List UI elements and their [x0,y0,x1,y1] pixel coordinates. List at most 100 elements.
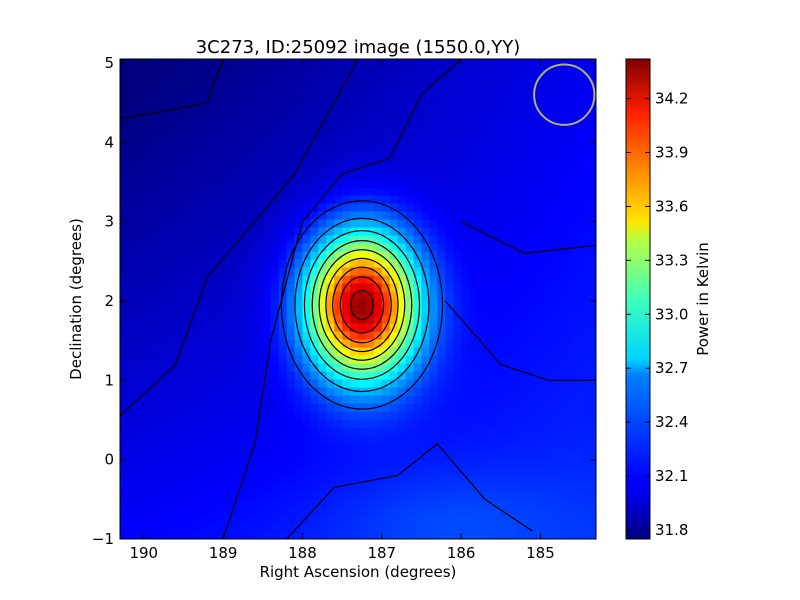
heatmap-cell [532,355,542,364]
heatmap-cell [326,275,335,284]
heatmap-cell [342,299,351,308]
heatmap-cell [215,515,224,524]
heatmap-cell [175,251,185,260]
heatmap-cell [302,515,311,524]
heatmap-cell [167,235,177,244]
heatmap-cell [556,339,565,348]
heatmap-cell [540,275,549,284]
heatmap-cell [215,91,224,100]
heatmap-cell [516,291,526,300]
heatmap-cell [127,515,137,524]
heatmap-cell [143,475,153,484]
heatmap-cell [127,219,137,228]
heatmap-cell [334,99,343,108]
heatmap-cell [381,211,391,220]
heatmap-cell [294,419,304,428]
heatmap-cell [143,67,153,76]
heatmap-cell [358,491,367,500]
heatmap-cell [413,363,423,372]
heatmap-cell [159,59,169,68]
heatmap-cell [231,267,240,276]
heatmap-cell [286,171,296,180]
heatmap-cell [254,227,264,236]
heatmap-cell [120,443,129,452]
heatmap-cell [508,395,518,404]
heatmap-cell [508,411,518,420]
heatmap-cell [572,339,581,348]
heatmap-cell [191,243,200,252]
heatmap-cell [135,467,145,476]
heatmap-cell [246,99,256,108]
heatmap-cell [477,531,486,539]
heatmap-cell [484,67,494,76]
heatmap-cell [373,187,383,196]
heatmap-cell [334,299,343,308]
heatmap-cell [358,483,367,492]
heatmap-cell [524,459,534,468]
heatmap-cell [572,355,581,364]
heatmap-cell [239,187,248,196]
heatmap-cell [564,83,573,92]
heatmap-cell [223,75,232,84]
heatmap-cell [500,67,510,76]
heatmap-cell [294,91,304,100]
heatmap-cell [548,163,557,172]
heatmap-cell [532,323,542,332]
heatmap-cell [135,403,145,412]
heatmap-cell [215,467,224,476]
heatmap-cell [381,459,391,468]
heatmap-cell [477,379,486,388]
heatmap-cell [445,267,454,276]
heatmap-cell [413,403,423,412]
heatmap-cell [262,83,272,92]
heatmap-cell [365,323,375,332]
heatmap-cell [183,467,192,476]
heatmap-cell [254,203,264,212]
heatmap-cell [310,315,319,324]
heatmap-cell [492,443,502,452]
heatmap-cell [215,387,224,396]
heatmap-cell [151,363,161,372]
heatmap-cell [326,243,335,252]
heatmap-cell [484,379,494,388]
heatmap-cell [453,243,462,252]
heatmap-cell [231,115,240,124]
heatmap-cell [246,483,256,492]
heatmap-cell [278,507,288,516]
heatmap-cell [373,339,383,348]
heatmap-cell [365,115,375,124]
heatmap-cell [588,507,596,516]
heatmap-cell [381,427,391,436]
heatmap-cell [254,507,264,516]
heatmap-cell [397,475,407,484]
heatmap-cell [492,515,502,524]
heatmap-cell [413,451,423,460]
contour-line [332,266,392,344]
heatmap-cell [445,83,454,92]
heatmap-cell [254,403,264,412]
heatmap-cell [437,267,446,276]
heatmap-cell [508,355,518,364]
heatmap-cell [342,451,351,460]
heatmap-cell [286,179,296,188]
heatmap-cell [358,363,367,372]
heatmap-cell [429,475,438,484]
heatmap-cell [429,395,438,404]
heatmap-cell [500,203,510,212]
heatmap-cell [548,131,557,140]
heatmap-cell [342,59,351,68]
heatmap-cell [350,419,359,428]
heatmap-cell [270,283,280,292]
heatmap-cell [231,299,240,308]
heatmap-cell [580,531,589,539]
heatmap-cell [239,259,248,268]
heatmap-cell [270,91,280,100]
heatmap-cell [556,403,565,412]
heatmap-cell [143,387,153,396]
heatmap-cell [358,227,367,236]
heatmap-cell [524,107,534,116]
heatmap-cell [405,315,415,324]
heatmap-cell [445,75,454,84]
heatmap-cell [207,251,216,260]
heatmap-cell [556,195,565,204]
